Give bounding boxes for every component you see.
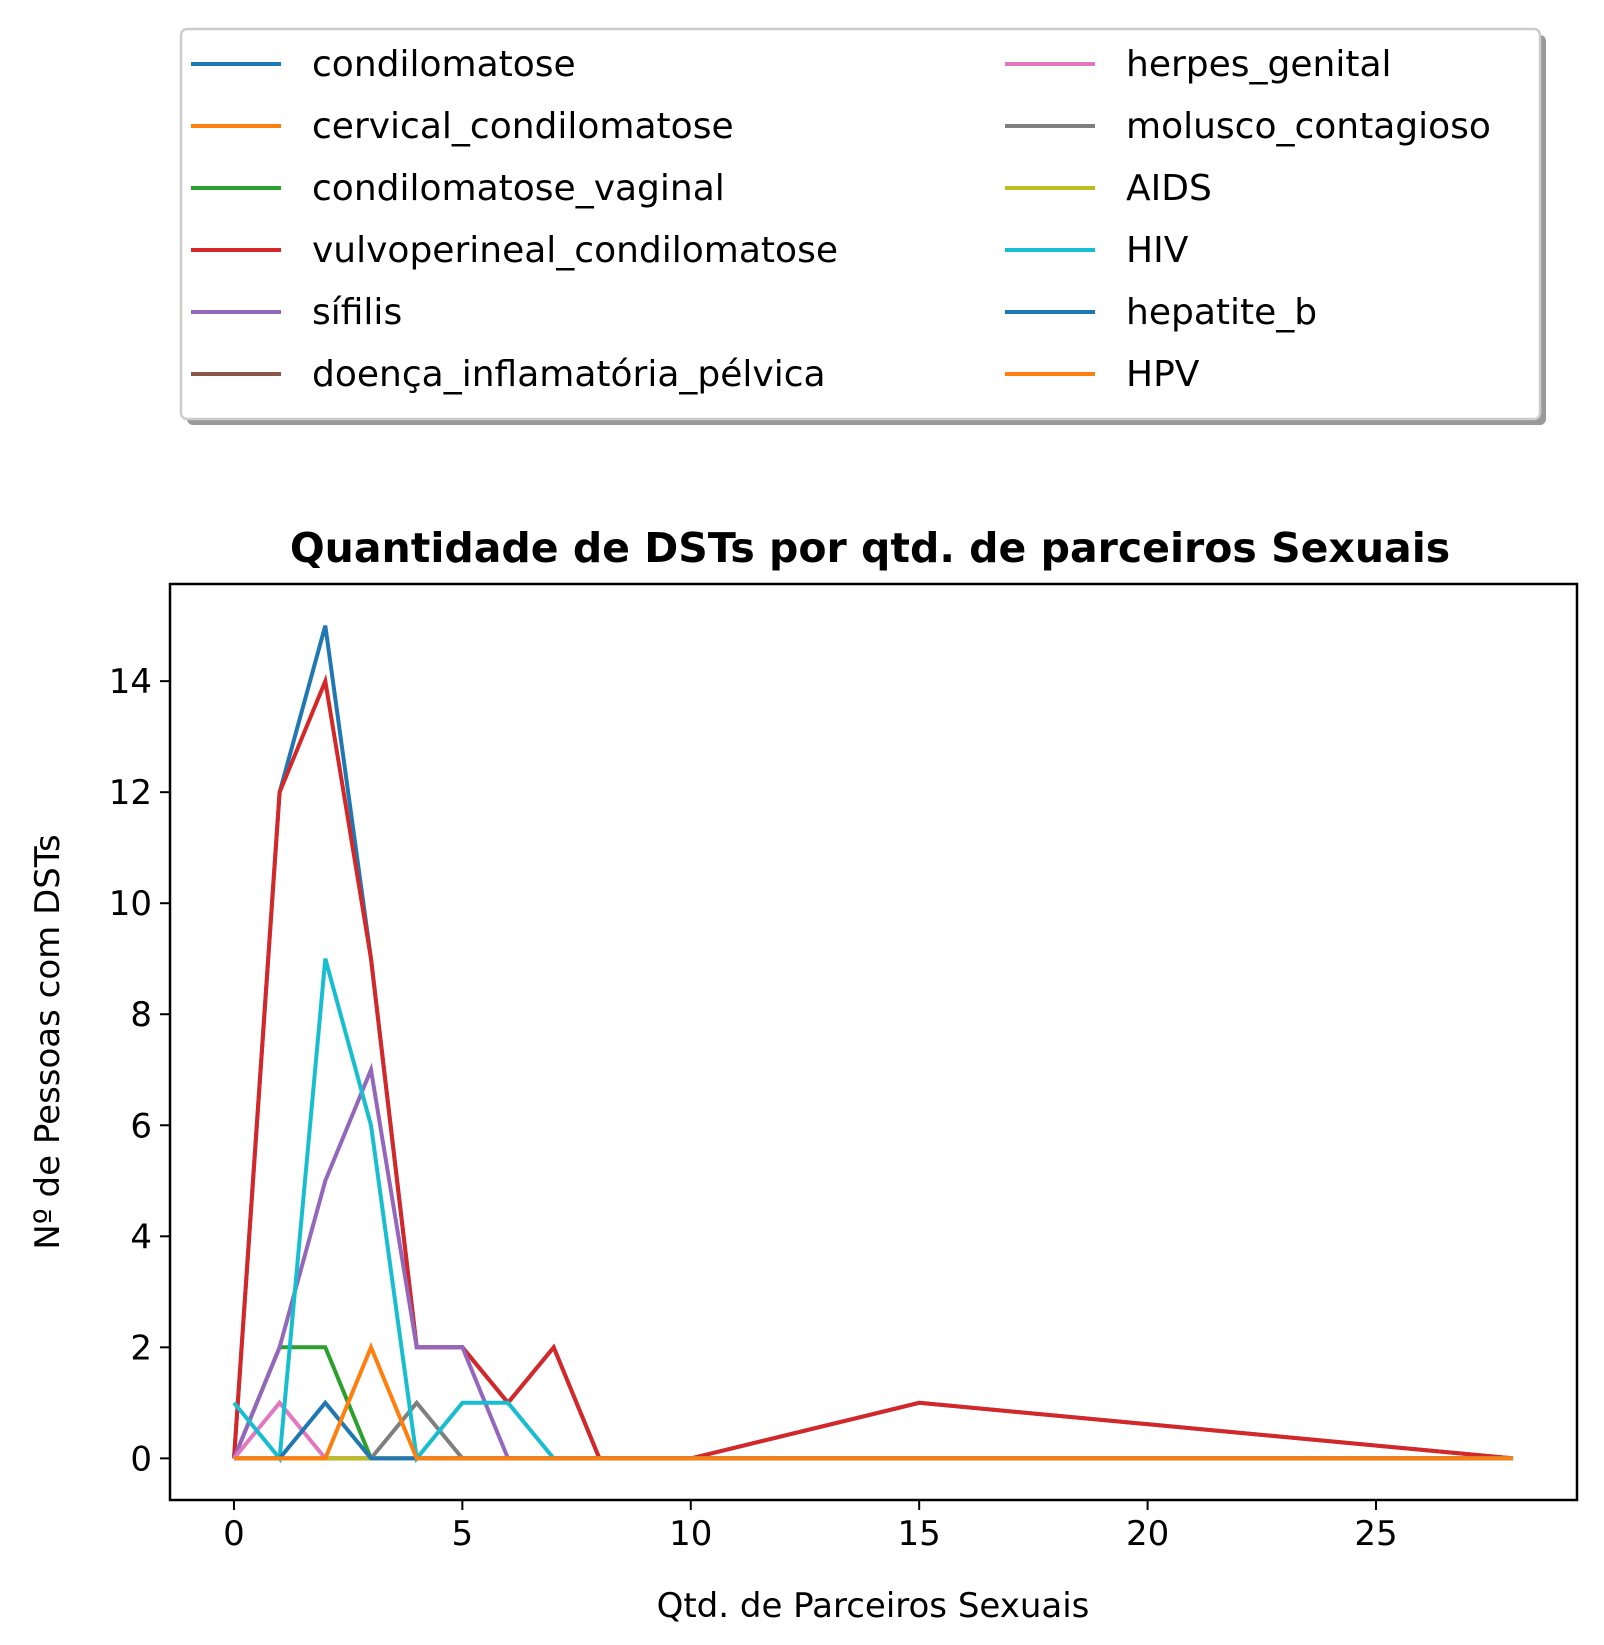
legend-item-aids: AIDS: [1005, 168, 1212, 209]
series-line-condilomatose: [232, 625, 1514, 1461]
y-axis: 0 2 4 6 8 10 12 14: [109, 662, 170, 1479]
legend-item-herpes-genital: herpes_genital: [1005, 44, 1392, 85]
legend-label: sífilis: [312, 292, 402, 333]
series-line-hiv: [232, 958, 1513, 1464]
series-line-vulvoperineal-condilomatose: [232, 673, 1514, 1461]
plot-area: [168, 582, 1579, 1502]
y-tick-label: 4: [130, 1217, 152, 1257]
legend-item-molusco-contagioso: molusco_contagioso: [1005, 106, 1491, 147]
legend-item-condilomatose: condilomatose: [191, 44, 576, 85]
x-tick-label: 25: [1354, 1514, 1397, 1554]
legend-item-condilomatose-vaginal: condilomatose_vaginal: [191, 168, 725, 209]
legend-label: cervical_condilomatose: [312, 106, 734, 147]
legend-label: condilomatose_vaginal: [312, 168, 725, 209]
legend-label: herpes_genital: [1126, 44, 1392, 85]
y-tick-label: 2: [130, 1328, 152, 1368]
legend-item-hiv: HIV: [1005, 230, 1189, 271]
legend-item-vulvoperineal-condilomatose: vulvoperineal_condilomatose: [191, 230, 838, 271]
legend-label: molusco_contagioso: [1126, 106, 1491, 147]
legend-item-hpv: HPV: [1005, 354, 1200, 395]
legend-label: doença_inflamatória_pélvica: [312, 354, 826, 395]
y-tick-label: 6: [130, 1106, 152, 1146]
legend-label: HIV: [1126, 230, 1189, 271]
legend-label: condilomatose: [312, 44, 576, 85]
x-tick-label: 20: [1126, 1514, 1169, 1554]
legend: condilomatose cervical_condilomatosecondi…: [179, 27, 1546, 425]
x-tick-label: 5: [452, 1514, 474, 1554]
series-line-sifilis: [232, 1062, 1513, 1461]
legend-frame: [179, 27, 1542, 421]
legend-label: hepatite_b: [1126, 292, 1317, 333]
y-tick-label: 0: [130, 1439, 152, 1479]
y-tick-label: 14: [109, 662, 152, 702]
chart-title: Quantidade de DSTs por qtd. de parceiros…: [290, 524, 1450, 572]
legend-item-doenca-inflamatoria-pelvica: doença_inflamatória_pélvica: [191, 354, 826, 395]
x-tick-label: 0: [223, 1514, 245, 1554]
x-axis-label: Qtd. de Parceiros Sexuais: [657, 1586, 1090, 1626]
legend-label: vulvoperineal_condilomatose: [312, 230, 838, 271]
x-axis: 0 5 10 15 20 25: [223, 1500, 1398, 1554]
legend-label: AIDS: [1126, 168, 1212, 209]
y-axis-label: Nº de Pessoas com DSTs: [28, 834, 68, 1249]
legend-label: HPV: [1126, 354, 1200, 395]
y-tick-label: 10: [109, 884, 152, 924]
series-line-hpv: [234, 1342, 1513, 1461]
legend-item-hepatite-b: hepatite_b: [1005, 292, 1317, 333]
y-tick-label: 12: [109, 773, 152, 813]
y-tick-label: 8: [130, 995, 152, 1035]
legend-item-cervical-condilomatose: cervical_condilomatose: [191, 106, 734, 147]
x-tick-label: 15: [898, 1514, 941, 1554]
legend-item-sifilis: sífilis: [191, 292, 402, 333]
plot-lines: [232, 625, 1514, 1464]
x-tick-label: 10: [669, 1514, 712, 1554]
